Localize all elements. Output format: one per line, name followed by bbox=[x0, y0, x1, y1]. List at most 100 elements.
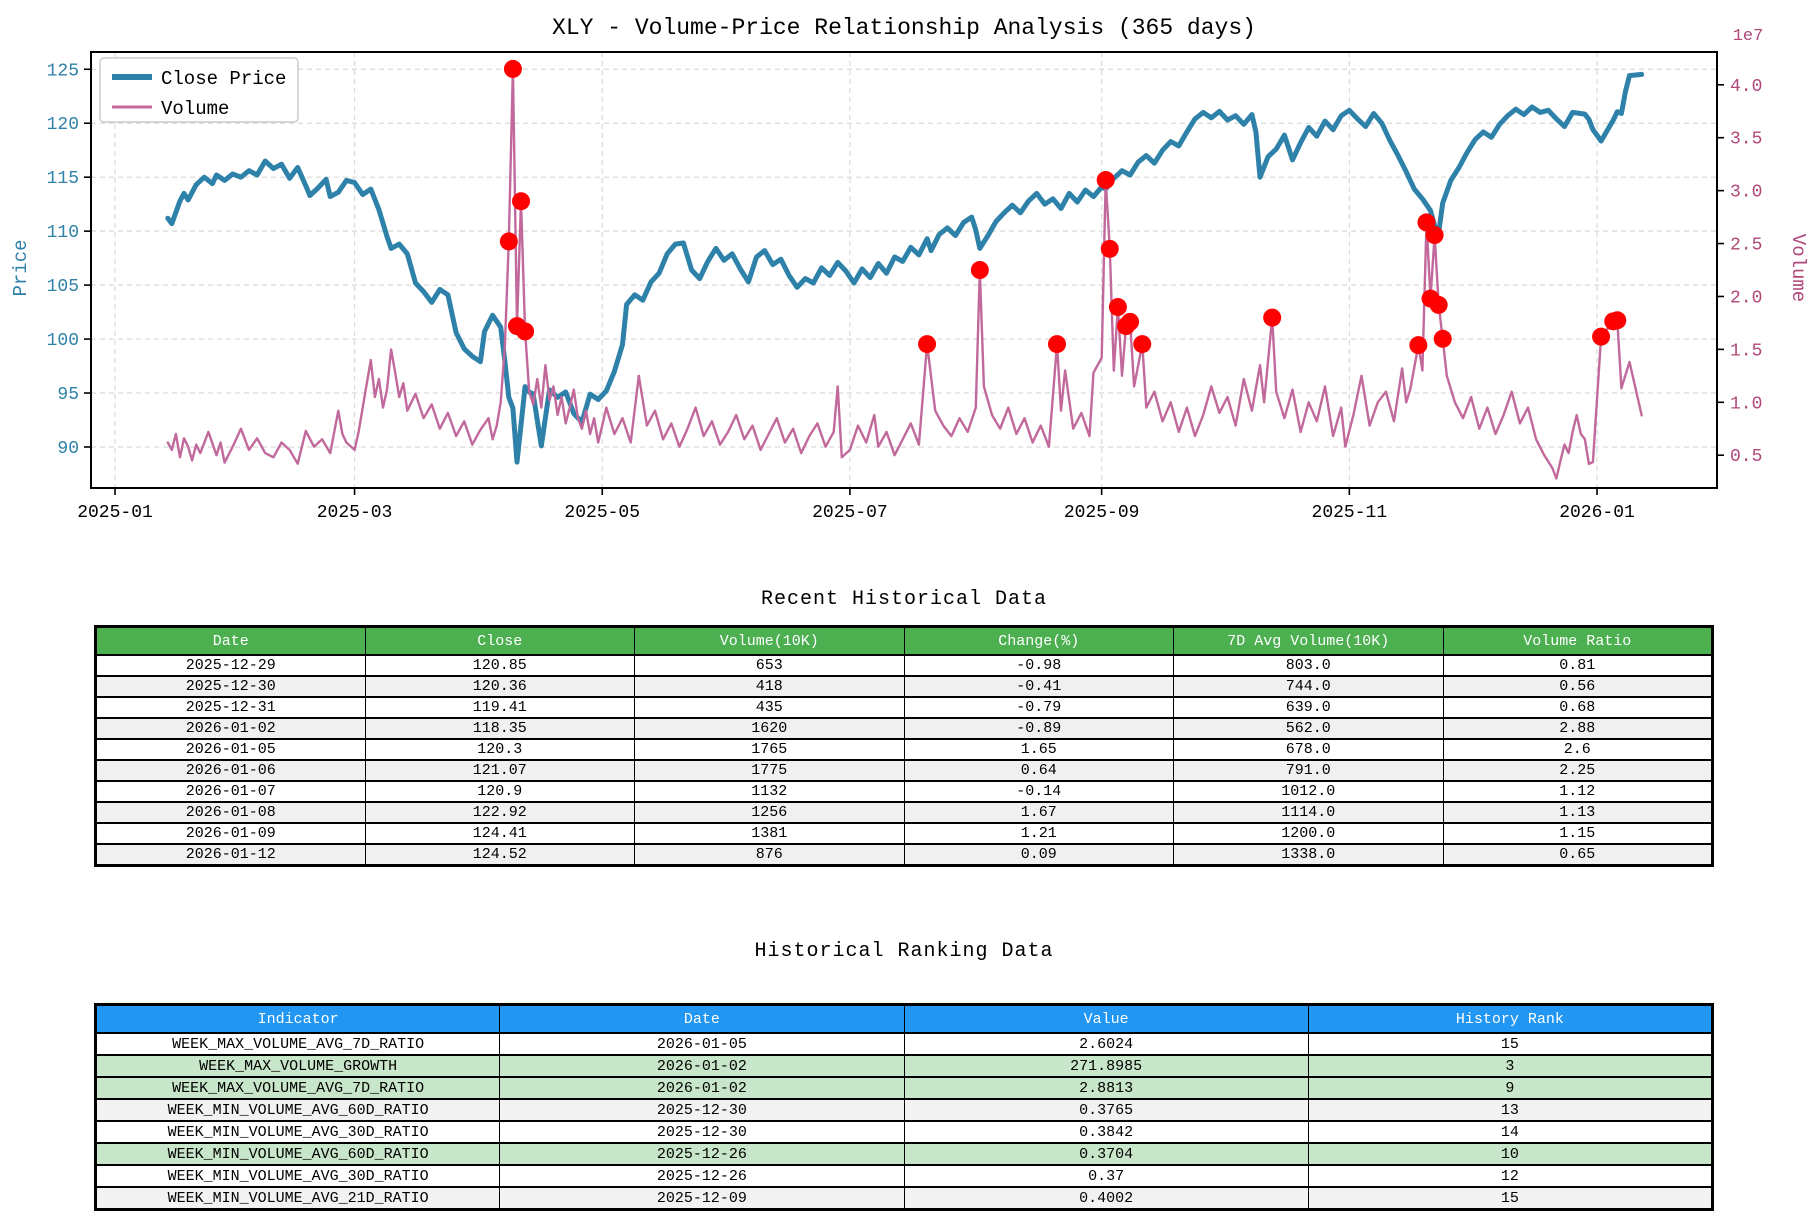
table-cell: 1.13 bbox=[1442, 801, 1713, 824]
table-cell: 639.0 bbox=[1173, 696, 1444, 719]
table-row: 2026-01-12 124.52 876 0.09 1338.0 0.65 bbox=[95, 843, 1713, 867]
table-cell: 118.35 bbox=[364, 717, 635, 740]
table-cell: -0.41 bbox=[903, 675, 1174, 698]
table-cell: 120.85 bbox=[364, 654, 635, 677]
volume-spike-marker bbox=[1263, 308, 1282, 327]
table-cell: 1.65 bbox=[903, 738, 1174, 761]
volume-spike-marker bbox=[1592, 327, 1611, 346]
table-cell: 12 bbox=[1307, 1164, 1714, 1188]
column-header: History Rank bbox=[1307, 1003, 1714, 1034]
table-cell: 435 bbox=[634, 696, 905, 719]
x-tick-label: 2025-01 bbox=[77, 503, 153, 523]
table-cell: 119.41 bbox=[364, 696, 635, 719]
table-cell: 0.09 bbox=[903, 843, 1174, 867]
table-cell: 1775 bbox=[634, 759, 905, 782]
x-tick-label: 2025-09 bbox=[1064, 503, 1140, 523]
table-cell: 2025-12-26 bbox=[499, 1142, 905, 1166]
y-right-tick-label: 2.0 bbox=[1730, 288, 1762, 308]
y-left-tick-label: 100 bbox=[47, 331, 79, 351]
table-cell: 0.56 bbox=[1442, 675, 1713, 698]
table-cell: 2025-12-30 bbox=[499, 1120, 905, 1144]
ranking-data-title: Historical Ranking Data bbox=[754, 940, 1054, 963]
table-cell: WEEK_MIN_VOLUME_AVG_60D_RATIO bbox=[94, 1142, 501, 1166]
y-left-tick-label: 120 bbox=[47, 115, 79, 135]
column-header: Volume(10K) bbox=[634, 625, 905, 656]
table-row: 2026-01-05 120.3 1765 1.65 678.0 2.6 bbox=[95, 738, 1713, 761]
table-row: 2026-01-08 122.92 1256 1.67 1114.0 1.13 bbox=[95, 801, 1713, 824]
table-cell: 0.68 bbox=[1442, 696, 1713, 719]
table-cell: 791.0 bbox=[1173, 759, 1444, 782]
y-left-tick-label: 110 bbox=[47, 223, 79, 243]
volume-spike-marker bbox=[970, 261, 989, 279]
y-right-tick-label: 4.0 bbox=[1730, 77, 1762, 97]
table-row: WEEK_MAX_VOLUME_GROWTH 2026-01-02 271.8985… bbox=[94, 1054, 1714, 1078]
chart-legend: Close Price Volume bbox=[99, 57, 299, 123]
y-right-tick-label: 3.0 bbox=[1730, 183, 1762, 203]
table-cell: 10 bbox=[1307, 1142, 1714, 1166]
volume-spike-marker bbox=[1108, 298, 1127, 317]
table-cell: WEEK_MAX_VOLUME_AVG_7D_RATIO bbox=[94, 1032, 501, 1056]
ranking-table-header: Indicator Date Value History Rank bbox=[94, 1003, 1714, 1034]
table-cell: 0.3765 bbox=[903, 1098, 1309, 1122]
table-cell: 120.36 bbox=[364, 675, 635, 698]
table-row: 2025-12-30 120.36 418 -0.41 744.0 0.56 bbox=[95, 675, 1713, 698]
table-cell: 1132 bbox=[634, 780, 905, 803]
table-cell: 2.6024 bbox=[903, 1032, 1309, 1056]
volume-spike-marker bbox=[1121, 312, 1140, 331]
volume-spike-marker bbox=[1096, 171, 1115, 190]
x-tick-label: 2025-07 bbox=[812, 503, 888, 523]
volume-spike-marker bbox=[512, 192, 531, 211]
table-row: WEEK_MIN_VOLUME_AVG_21D_RATIO 2025-12-09 0… bbox=[94, 1186, 1714, 1211]
table-cell: 2025-12-26 bbox=[499, 1164, 905, 1188]
table-cell: 0.37 bbox=[903, 1164, 1309, 1188]
table-row: WEEK_MIN_VOLUME_AVG_60D_RATIO 2025-12-26 0… bbox=[94, 1142, 1714, 1166]
table-cell: 0.64 bbox=[903, 759, 1174, 782]
y-left-tick-label: 125 bbox=[47, 61, 79, 81]
y-right-tick-label: 1.0 bbox=[1730, 394, 1762, 414]
plot-border bbox=[90, 51, 1718, 489]
legend-volume-label: Volume bbox=[161, 98, 229, 120]
table-cell: 803.0 bbox=[1173, 654, 1444, 677]
table-row: 2026-01-09 124.41 1381 1.21 1200.0 1.15 bbox=[95, 822, 1713, 845]
table-cell: 9 bbox=[1307, 1076, 1714, 1100]
column-header: 7D Avg Volume(10K) bbox=[1173, 625, 1444, 656]
table-cell: 122.92 bbox=[364, 801, 635, 824]
table-cell: 1.12 bbox=[1442, 780, 1713, 803]
table-cell: 1012.0 bbox=[1173, 780, 1444, 803]
price-axis-label: Price bbox=[10, 239, 32, 296]
table-row: WEEK_MIN_VOLUME_AVG_60D_RATIO 2025-12-30 0… bbox=[94, 1098, 1714, 1122]
volume-spike-marker bbox=[1409, 336, 1428, 355]
table-cell: 744.0 bbox=[1173, 675, 1444, 698]
volume-spike-marker bbox=[1047, 335, 1066, 354]
volume-price-chart: 2025-01 2025-03 2025-05 2025-07 2025-09 2025-… bbox=[10, 15, 1808, 523]
table-row: WEEK_MAX_VOLUME_AVG_7D_RATIO 2026-01-05 2.… bbox=[94, 1032, 1714, 1056]
table-cell: 2025-12-09 bbox=[499, 1186, 905, 1211]
table-cell: 0.3704 bbox=[903, 1142, 1309, 1166]
table-cell: 1765 bbox=[634, 738, 905, 761]
table-cell: 2026-01-05 bbox=[499, 1032, 905, 1056]
chart-ticks: 2025-01 2025-03 2025-05 2025-07 2025-09 2025-… bbox=[47, 61, 1763, 523]
table-cell: 678.0 bbox=[1173, 738, 1444, 761]
table-cell: 876 bbox=[634, 843, 905, 867]
table-row: 2026-01-06 121.07 1775 0.64 791.0 2.25 bbox=[95, 759, 1713, 782]
table-row: 2026-01-07 120.9 1132 -0.14 1012.0 1.12 bbox=[95, 780, 1713, 803]
y-left-tick-label: 95 bbox=[57, 385, 79, 405]
table-cell: 2026-01-02 bbox=[499, 1054, 905, 1078]
table-cell: 2025-12-30 bbox=[499, 1098, 905, 1122]
table-row: 2025-12-29 120.85 653 -0.98 803.0 0.81 bbox=[95, 654, 1713, 677]
table-cell: 2026-01-09 bbox=[95, 822, 366, 845]
y-left-tick-label: 105 bbox=[47, 277, 79, 297]
chart-series bbox=[165, 59, 1645, 480]
table-cell: 121.07 bbox=[364, 759, 635, 782]
column-header: Volume Ratio bbox=[1442, 625, 1713, 656]
volume-spike-marker bbox=[1433, 329, 1452, 348]
table-row: WEEK_MIN_VOLUME_AVG_30D_RATIO 2025-12-26 0… bbox=[94, 1164, 1714, 1188]
table-cell: 0.81 bbox=[1442, 654, 1713, 677]
y-left-tick-label: 90 bbox=[57, 439, 79, 459]
table-cell: -0.98 bbox=[903, 654, 1174, 677]
table-cell: 1620 bbox=[634, 717, 905, 740]
volume-spike-marker bbox=[503, 59, 522, 78]
table-cell: 124.41 bbox=[364, 822, 635, 845]
close-price-line bbox=[165, 71, 1645, 465]
